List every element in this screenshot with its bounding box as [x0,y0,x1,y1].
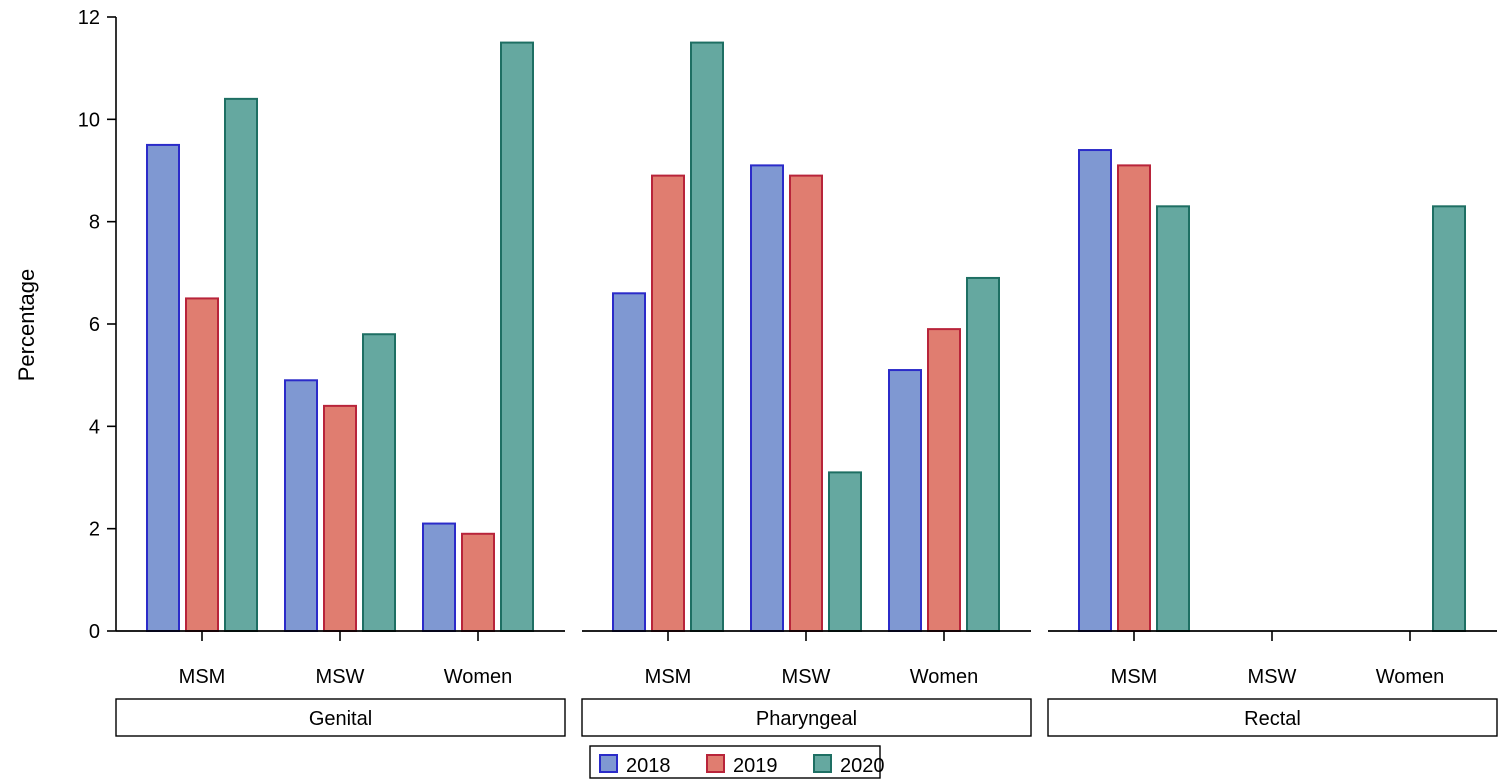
y-axis-label: Percentage [14,269,39,382]
bar-genital-msw-2020 [362,333,396,632]
legend-label: 2020 [840,755,885,777]
panel-genital: MSM MSW Women Genital [115,41,566,737]
bar-genital-women-2019 [461,532,495,632]
legend-swatch-2019 [706,754,725,773]
bar-pharyngeal-msw-2018 [750,164,784,632]
y-axis: 0 2 4 6 8 10 12 [78,7,117,643]
bar-genital-msm-2019 [185,297,219,632]
panel-pharyngeal: MSM MSW Women Pharyngeal [581,41,1032,737]
y-tick-label: 0 [89,621,100,643]
bar-pharyngeal-msw-2020 [828,471,862,632]
y-tick-label: 2 [89,519,100,541]
bar-pharyngeal-msw-2019 [789,174,823,632]
y-tick-label: 10 [78,109,100,131]
x-tick-label: MSM [179,666,226,688]
panel-label: Rectal [1244,708,1301,730]
legend-label: 2018 [626,755,671,777]
bar-pharyngeal-women-2020 [966,276,1000,632]
x-tick-label: Women [910,666,979,688]
x-tick-label: MSW [316,666,365,688]
bar-pharyngeal-msm-2018 [612,292,646,632]
bar-genital-women-2018 [422,522,456,632]
y-tick-label: 6 [89,314,100,336]
y-tick-label: 12 [78,7,100,29]
bar-genital-msw-2018 [284,379,318,632]
x-tick-label: MSW [1248,666,1297,688]
x-tick-label: MSW [782,666,831,688]
panel-label: Pharyngeal [756,708,857,730]
legend-swatch-2020 [813,754,832,773]
panel-label-box [1047,698,1498,737]
x-tick-label: MSM [1111,666,1158,688]
bar-pharyngeal-women-2018 [888,369,922,632]
legend-label: 2019 [733,755,778,777]
y-tick-label: 8 [89,212,100,234]
bar-genital-msm-2020 [224,97,258,633]
bar-genital-msw-2019 [323,404,357,632]
bar-genital-women-2020 [500,41,534,633]
panel-label: Genital [309,708,372,730]
bar-genital-msm-2018 [146,143,180,633]
x-tick-label: Women [444,666,513,688]
bar-rectal-msm-2019 [1117,164,1151,632]
y-tick-label: 4 [89,416,100,438]
bar-rectal-women-2020 [1432,205,1466,632]
x-tick-label: MSM [645,666,692,688]
bar-pharyngeal-women-2019 [927,328,961,632]
panel-label-box [581,698,1032,737]
legend: 2018 2019 2020 [589,745,885,779]
x-tick-label: Women [1376,666,1445,688]
bar-pharyngeal-msm-2019 [651,174,685,632]
bar-rectal-msm-2020 [1156,205,1190,632]
panel-rectal: MSM MSW Women Rectal [1047,149,1498,737]
legend-swatch-2018 [599,754,618,773]
bar-pharyngeal-msm-2020 [690,41,724,633]
bar-rectal-msm-2018 [1078,149,1112,633]
panel-label-box [115,698,566,737]
